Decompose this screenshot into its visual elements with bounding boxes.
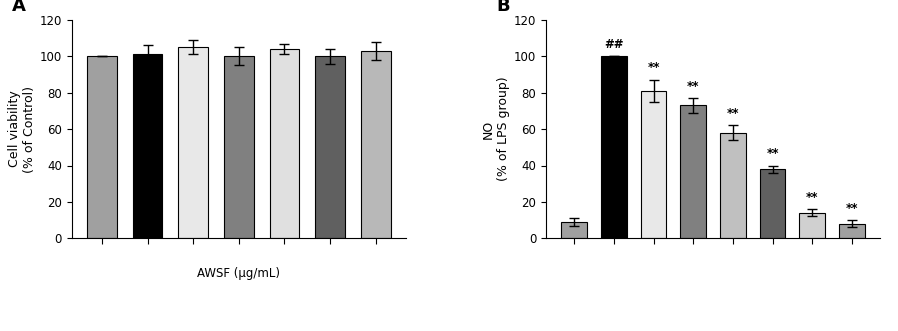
Text: **: ** <box>766 147 779 160</box>
Bar <box>760 169 786 238</box>
Bar <box>133 55 163 238</box>
Text: **: ** <box>726 107 739 120</box>
Bar <box>269 49 299 238</box>
Text: ##: ## <box>604 38 623 51</box>
Bar <box>224 56 253 238</box>
Bar <box>361 51 391 238</box>
Bar <box>561 222 587 238</box>
Text: **: ** <box>806 191 818 204</box>
Bar <box>179 47 208 238</box>
Bar <box>799 213 825 238</box>
Bar <box>315 56 345 238</box>
Bar <box>601 56 627 238</box>
Y-axis label: NO
(% of LPS group): NO (% of LPS group) <box>482 77 510 181</box>
Bar <box>640 91 666 238</box>
Text: A: A <box>12 0 26 16</box>
Bar <box>839 224 865 238</box>
Text: **: ** <box>687 80 700 93</box>
Bar <box>681 105 706 238</box>
Y-axis label: Cell viability
(% of Control): Cell viability (% of Control) <box>7 86 36 172</box>
Text: **: ** <box>846 202 858 214</box>
Bar <box>87 56 117 238</box>
Text: **: ** <box>647 62 660 74</box>
Text: B: B <box>496 0 509 16</box>
Text: AWSF (μg/mL): AWSF (μg/mL) <box>198 267 280 280</box>
Bar <box>720 133 746 238</box>
